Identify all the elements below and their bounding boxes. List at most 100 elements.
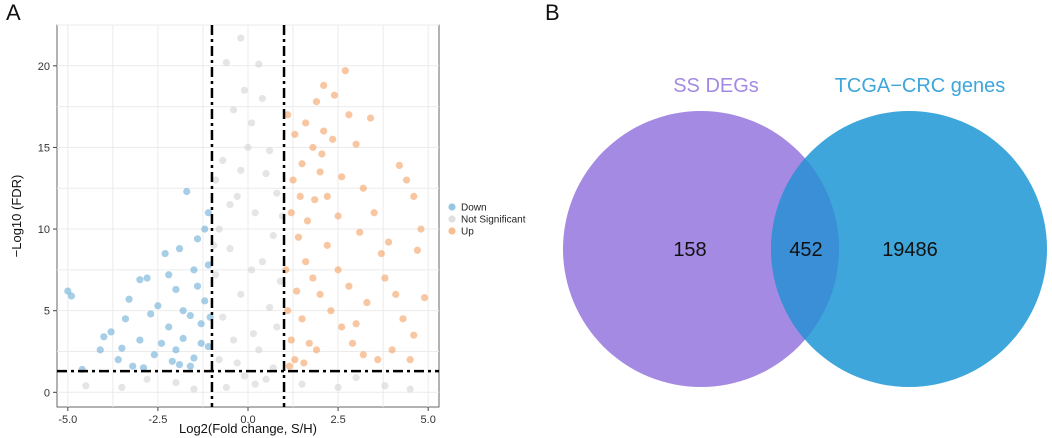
x-tick-label: 0.0 xyxy=(240,414,255,426)
point-up xyxy=(381,274,389,282)
point-down xyxy=(107,328,115,336)
point-not-significant xyxy=(240,372,248,380)
point-up xyxy=(316,290,324,298)
point-up xyxy=(285,362,294,370)
point-down xyxy=(114,356,122,364)
point-up xyxy=(312,98,321,106)
point-not-significant xyxy=(118,383,126,392)
point-down xyxy=(150,351,158,359)
point-up xyxy=(323,192,331,201)
point-not-significant xyxy=(258,258,267,266)
point-up xyxy=(309,143,317,152)
y-axis-title: −Log10 (FDR) xyxy=(9,175,24,258)
point-not-significant xyxy=(190,385,198,393)
point-up xyxy=(291,130,299,138)
point-not-significant xyxy=(237,290,245,298)
venn-label-tcga-crc: TCGA−CRC genes xyxy=(835,75,1006,97)
point-not-significant xyxy=(237,166,245,174)
point-down xyxy=(204,261,212,269)
point-up xyxy=(311,196,319,204)
venn-circle-ss-degs xyxy=(563,111,839,387)
legend-label: Down xyxy=(461,203,487,214)
point-up xyxy=(345,111,353,119)
point-down xyxy=(157,339,166,347)
point-up xyxy=(327,307,335,315)
point-not-significant xyxy=(266,303,274,312)
point-up xyxy=(284,307,292,315)
point-up xyxy=(296,192,304,201)
panel-label-b: B xyxy=(545,0,560,25)
point-up xyxy=(413,246,421,254)
point-up xyxy=(359,184,367,192)
volcano-plot: -5.0 -2.5 0.0 2.5 5.0 0 5 10 15 20 Log2(Fold cha… xyxy=(9,24,526,436)
point-not-significant xyxy=(233,192,241,201)
point-up xyxy=(370,209,378,217)
point-down xyxy=(193,235,202,243)
point-down xyxy=(197,320,205,328)
point-not-significant xyxy=(273,323,281,331)
point-not-significant xyxy=(226,245,234,253)
legend-label: Up xyxy=(461,227,474,238)
point-up xyxy=(334,266,342,274)
point-up xyxy=(302,119,310,127)
point-down xyxy=(204,342,212,351)
point-not-significant xyxy=(262,375,270,383)
point-down xyxy=(121,315,130,323)
x-axis-ticks: -5.0 -2.5 0.0 2.5 5.0 xyxy=(58,407,436,426)
point-down xyxy=(154,302,162,310)
point-up xyxy=(395,161,403,169)
point-up xyxy=(366,114,375,122)
point-down xyxy=(118,344,126,352)
point-up xyxy=(341,67,349,75)
point-up xyxy=(359,351,367,359)
point-not-significant xyxy=(233,359,241,367)
point-not-significant xyxy=(219,313,227,321)
point-down xyxy=(125,295,133,303)
venn-count-tcga-crc-only: 19486 xyxy=(882,239,938,261)
point-not-significant xyxy=(237,34,245,42)
point-down xyxy=(201,225,209,233)
point-not-significant xyxy=(381,382,389,390)
point-up xyxy=(420,294,429,302)
point-up xyxy=(323,241,331,249)
point-up xyxy=(352,320,360,328)
point-down xyxy=(172,346,180,354)
point-up xyxy=(318,150,326,158)
point-not-significant xyxy=(298,380,306,388)
x-tick-label: 5.0 xyxy=(421,414,436,426)
legend-label: Not Significant xyxy=(461,215,526,226)
y-tick-label: 20 xyxy=(38,61,50,73)
point-up xyxy=(287,209,295,217)
point-up xyxy=(289,176,297,184)
point-not-significant xyxy=(266,147,274,155)
point-not-significant xyxy=(251,380,259,388)
point-up xyxy=(399,315,407,323)
legend-marker xyxy=(448,215,456,223)
x-tick-label: -2.5 xyxy=(148,414,167,426)
point-up xyxy=(320,127,328,135)
point-not-significant xyxy=(82,382,90,390)
point-up xyxy=(298,160,306,168)
point-up xyxy=(330,91,339,99)
venn-circle-tcga-crc xyxy=(771,111,1047,387)
point-down xyxy=(204,209,212,217)
x-tick-label: -5.0 xyxy=(58,414,77,426)
point-up xyxy=(410,192,418,201)
point-up xyxy=(388,346,396,354)
y-tick-label: 15 xyxy=(38,142,50,154)
point-down xyxy=(165,271,173,279)
point-down xyxy=(172,285,180,294)
point-not-significant xyxy=(262,169,270,178)
venn-label-ss-degs: SS DEGs xyxy=(673,75,759,97)
y-tick-label: 10 xyxy=(38,224,50,236)
point-not-significant xyxy=(269,231,277,240)
point-not-significant xyxy=(255,60,263,68)
venn-count-ss-degs-only: 158 xyxy=(673,239,706,261)
point-not-significant xyxy=(269,364,277,372)
point-not-significant xyxy=(249,329,258,338)
point-up xyxy=(316,168,324,176)
point-not-significant xyxy=(219,156,227,165)
point-not-significant xyxy=(229,106,238,114)
point-not-significant xyxy=(222,58,230,67)
point-down xyxy=(136,336,144,344)
